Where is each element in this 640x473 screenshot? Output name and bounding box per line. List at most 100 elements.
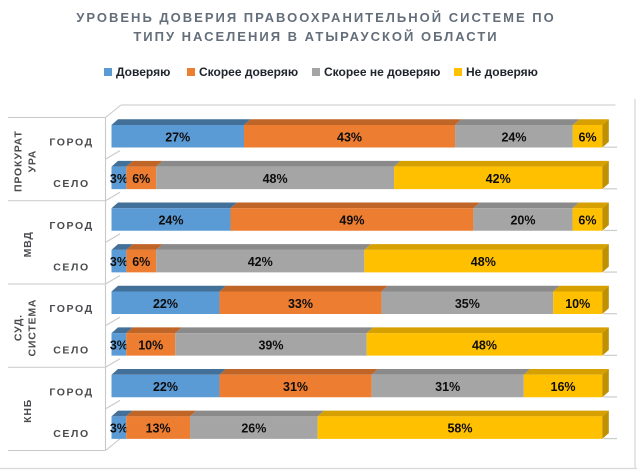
row-boundary-diagonal [105, 150, 121, 160]
bar-segment-side-face [602, 244, 609, 273]
legend-marker-icon [312, 68, 321, 77]
bar-data-label: 3% [110, 338, 128, 352]
bar-segment-top-face [317, 410, 609, 417]
bar-segment-top-face [126, 244, 163, 250]
bar-data-label: 3% [110, 172, 128, 186]
bar-data-label: 26% [241, 422, 266, 436]
bar-data-label: 48% [471, 255, 496, 269]
bar-segment [455, 125, 573, 148]
group-label: ПРОКУРАТ [13, 130, 25, 192]
bar-segment [473, 208, 573, 231]
bar-segment [219, 374, 372, 398]
bar-data-label: 42% [248, 255, 273, 269]
bar-segment-top-face [111, 368, 226, 375]
bar-segment [111, 374, 220, 398]
bar-data-label: 31% [283, 380, 308, 394]
bar-segment-top-face [111, 244, 133, 250]
legend-marker-icon [187, 68, 196, 77]
bar-segment-top-face [394, 160, 609, 167]
category-label: СЕЛО [53, 428, 90, 440]
bar-data-label: 35% [455, 297, 480, 311]
bar-data-label: 43% [337, 130, 362, 144]
bar-segment [572, 208, 603, 231]
bar-segment [111, 249, 127, 273]
bar-data-label: 6% [578, 214, 596, 228]
row-boundary-diagonal [105, 233, 121, 243]
bar-segment [190, 416, 318, 439]
bar-segment-top-face [111, 410, 133, 417]
bar-segment-top-face [111, 202, 237, 209]
bar-segment-top-face [111, 119, 251, 125]
bar-segment [381, 291, 554, 314]
bar-segment-top-face [244, 119, 462, 125]
bar-data-label: 48% [472, 338, 497, 352]
bar-segment-top-face [156, 244, 371, 250]
bar-data-label: 6% [132, 172, 150, 186]
bar-data-label: 22% [153, 380, 178, 394]
bar-segment [126, 166, 157, 190]
bar-data-label: 13% [146, 422, 171, 436]
bar-segment-top-face [523, 368, 609, 375]
bar-segment-side-face [602, 160, 609, 190]
chart-title: УРОВЕНЬ ДОВЕРИЯ ПРАВООХРАНИТЕЛЬНОЙ СИСТЕ… [76, 10, 556, 44]
bar-segment [111, 208, 231, 231]
legend-marker-icon [454, 68, 463, 77]
bar-segment-top-face [371, 368, 531, 375]
bar-segment-top-face [111, 160, 133, 167]
group-label: МВД [22, 231, 34, 257]
bar-data-label: 33% [288, 297, 313, 311]
bar-segment-top-face [572, 119, 609, 125]
bar-data-label: 10% [565, 297, 590, 311]
bar-data-label: 48% [263, 172, 288, 186]
bar-segment [244, 125, 456, 148]
bar-data-label: 24% [158, 214, 183, 228]
legend-item-2: Скорее не доверяю [312, 65, 440, 79]
bar-segment-top-face [190, 410, 325, 417]
group-label: СИСТЕМА [27, 299, 39, 357]
bar-data-label: 10% [138, 338, 163, 352]
legend-label: Не доверяю [465, 64, 538, 79]
legend-marker-icon [104, 68, 113, 77]
bar-segment-side-face [602, 368, 609, 398]
bar-data-label: 6% [132, 255, 150, 269]
bar-data-label: 24% [501, 130, 526, 144]
bar-data-label: 6% [579, 130, 597, 144]
bar-segment-top-face [473, 202, 580, 209]
category-label: СЕЛО [53, 261, 90, 273]
bar-segment-top-face [553, 285, 609, 292]
wall-top-left-diagonal [105, 104, 122, 118]
bar-segment-side-face [602, 410, 609, 439]
bar-segment [175, 333, 367, 356]
bar-segment-top-face [219, 285, 388, 292]
group-label: КНБ [22, 399, 34, 423]
bar-segment-top-face [572, 202, 609, 209]
bar-data-label: 42% [486, 172, 511, 186]
bar-segment-top-face [366, 327, 609, 334]
legend-item-0: Доверяю [104, 65, 170, 79]
bar-segment-side-face [602, 327, 609, 356]
bar-segment-top-face [156, 160, 401, 167]
bar-data-label: 20% [510, 214, 535, 228]
bar-data-label: 49% [339, 214, 364, 228]
category-label: ГОРОД [49, 386, 93, 398]
bar-segment [394, 166, 603, 190]
bar-segment-top-face [230, 202, 480, 209]
bar-data-label: 31% [435, 380, 460, 394]
bar-segment-side-face [602, 285, 609, 314]
bar-segment-side-face [602, 202, 609, 231]
row-boundary-diagonal [105, 191, 121, 202]
bar-segment-top-face [455, 119, 580, 125]
bar-segment [126, 333, 176, 356]
bar-segment [126, 416, 191, 439]
bar-segment [156, 166, 395, 190]
bar-segment-top-face [364, 244, 609, 250]
legend-label: Скорее доверяю [198, 64, 299, 79]
bar-segment-top-face [111, 327, 133, 334]
bar-segment-top-face [126, 327, 182, 334]
bar-segment-top-face [381, 285, 560, 292]
bar-segment [366, 333, 603, 356]
category-label: ГОРОД [49, 220, 93, 232]
bar-segment [230, 208, 474, 231]
bar-segment-top-face [219, 368, 379, 375]
